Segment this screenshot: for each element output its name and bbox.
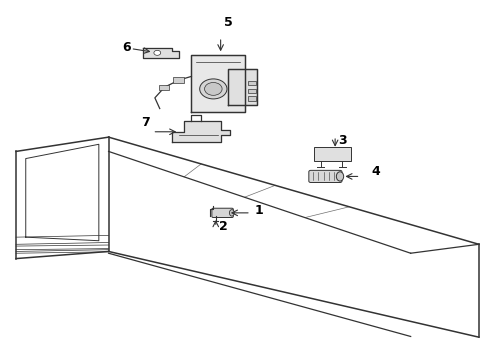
Bar	[314, 147, 351, 161]
Bar	[159, 85, 170, 90]
Ellipse shape	[336, 172, 343, 181]
Text: 5: 5	[223, 16, 232, 29]
Circle shape	[154, 50, 161, 55]
Bar	[248, 96, 256, 101]
Text: 2: 2	[219, 220, 227, 233]
Bar	[192, 55, 245, 112]
Polygon shape	[172, 121, 230, 143]
Circle shape	[204, 82, 222, 95]
Circle shape	[200, 79, 227, 99]
Bar	[248, 81, 256, 85]
Text: 7: 7	[141, 116, 150, 129]
FancyBboxPatch shape	[309, 170, 342, 183]
Bar	[248, 89, 256, 93]
Bar	[173, 77, 184, 83]
Text: 1: 1	[255, 204, 264, 217]
Text: 3: 3	[338, 134, 347, 147]
Ellipse shape	[229, 210, 234, 216]
Polygon shape	[143, 48, 179, 58]
FancyBboxPatch shape	[212, 208, 233, 217]
Bar	[228, 69, 257, 105]
Text: 6: 6	[122, 41, 130, 54]
Text: 4: 4	[372, 165, 380, 177]
